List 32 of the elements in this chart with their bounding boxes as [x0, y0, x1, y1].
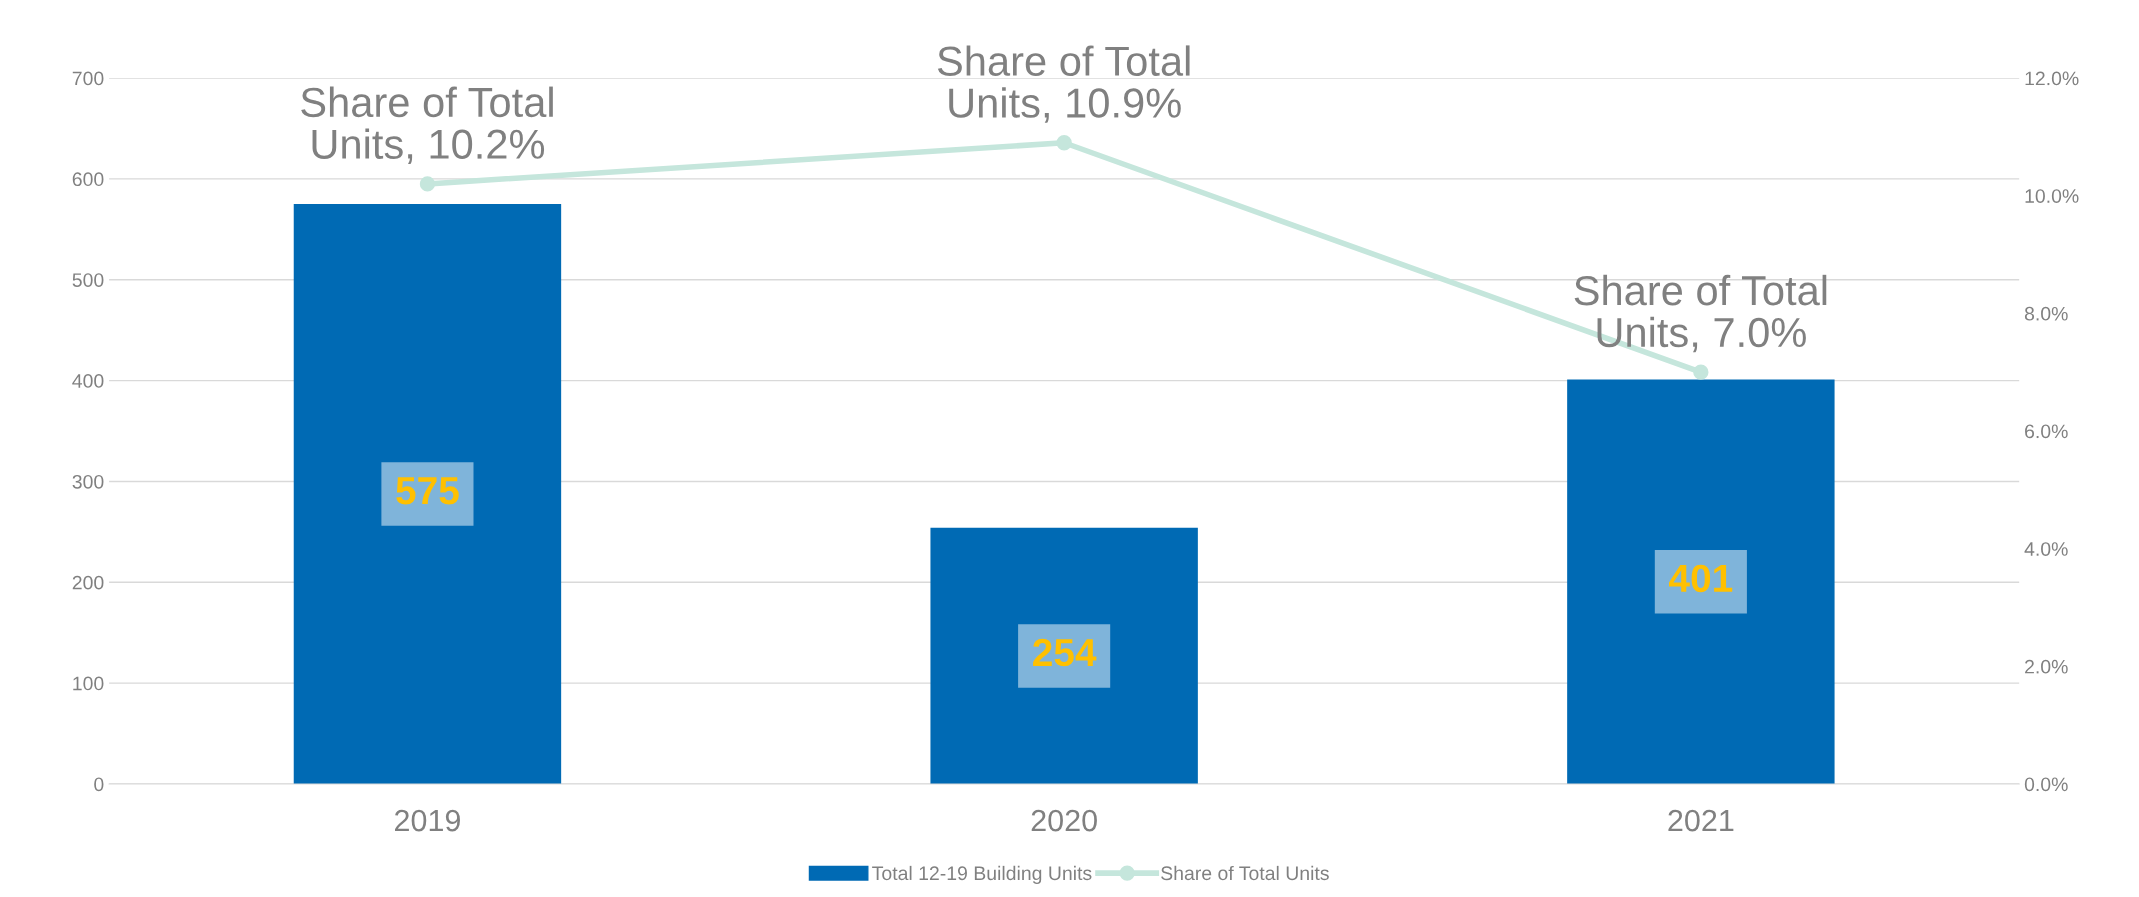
y2-tick-label: 4.0% — [2024, 542, 2068, 556]
y-tick-label: 300 — [72, 474, 104, 489]
y-tick-label: 0 — [94, 777, 104, 792]
bar — [1567, 379, 1835, 784]
data-label: 575 — [396, 477, 459, 505]
legend-label: Share of Total Units — [1161, 865, 1329, 881]
y2-tick-label: 2.0% — [2025, 659, 2068, 674]
data-label: Share of Total Units, 10.9% — [937, 45, 1190, 123]
point — [419, 176, 436, 192]
x-tick-label: 2020 — [1031, 809, 1097, 832]
y2-tick-label: 0.0% — [2024, 777, 2068, 792]
y2-tick-label: 12.0% — [2025, 71, 2079, 86]
y-tick-label: 200 — [72, 575, 104, 590]
data-label: 254 — [1033, 638, 1097, 667]
y-tick-label: 600 — [72, 172, 104, 187]
data-label: Share of Total Units, 10.2% — [301, 86, 553, 164]
bar — [293, 204, 562, 784]
y2-tick-label: 10.0% — [2025, 189, 2079, 203]
point — [1693, 364, 1709, 380]
x-tick-label: 2019 — [395, 809, 460, 832]
bar — [930, 527, 1198, 784]
y-tick-label: 500 — [72, 273, 104, 287]
y2-tick-label: 8.0% — [2024, 306, 2068, 321]
point — [1056, 135, 1072, 151]
x-tick-label: 2021 — [1668, 809, 1734, 832]
y2-tick-label: 6.0% — [2025, 424, 2068, 439]
legend-label: Total 12-19 Building Units — [872, 865, 1092, 884]
y-tick-label: 100 — [73, 676, 104, 691]
y-tick-label: 700 — [72, 71, 104, 86]
data-label: 401 — [1669, 564, 1733, 593]
data-label: Share of Total Units, 7.0% — [1574, 274, 1827, 353]
y-tick-label: 400 — [72, 374, 104, 388]
